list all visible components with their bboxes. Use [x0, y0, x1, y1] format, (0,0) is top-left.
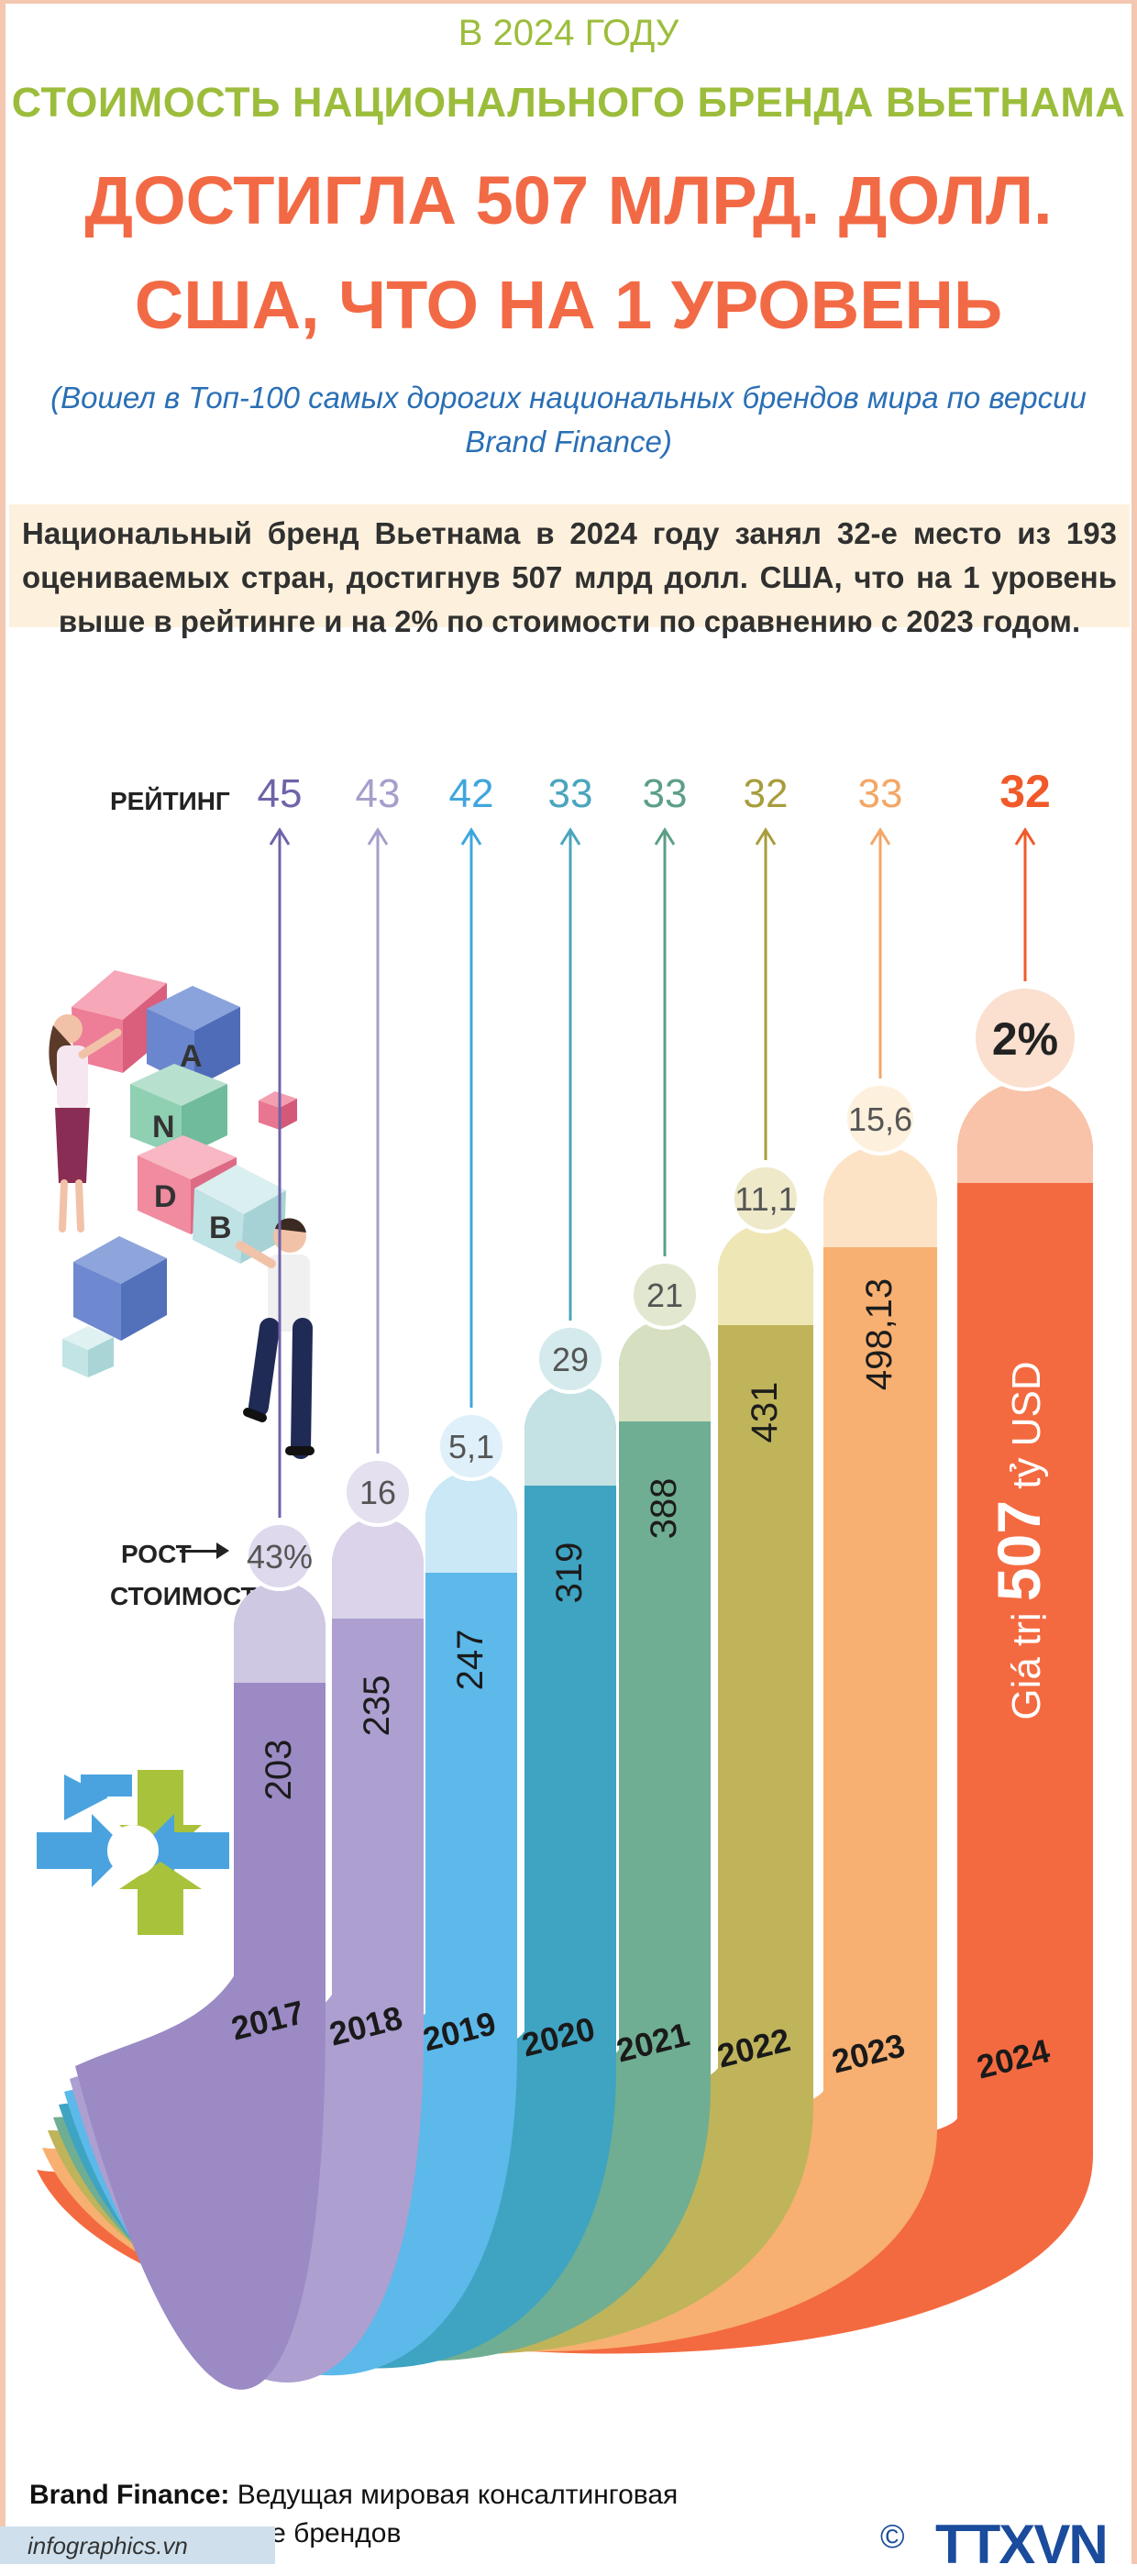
growth-bubble-2020 [535, 1324, 605, 1394]
left-frame [0, 0, 6, 2564]
value-label-2024: Giá trị 507 tỷ USD [985, 1361, 1053, 1719]
bars-group: 2%32202415,633202311,1322022213320212933… [37, 766, 1093, 2390]
growth-value-2022: 11,1 [734, 1180, 796, 1218]
rating-label: РЕЙТИНГ [110, 787, 230, 815]
value-label-2017: 203 [259, 1740, 299, 1801]
bar-2017 [75, 1582, 326, 2390]
title-line-2: ДОСТИГЛА 507 МЛРД. ДОЛЛ. [84, 162, 1053, 238]
value-prefix-2024: Giá trị [1004, 1601, 1049, 1720]
rating-arrowhead-2020 [559, 827, 581, 846]
brand-cubes-illustration: A N D B [49, 970, 315, 1459]
value-label-2018: 235 [357, 1675, 397, 1737]
bar-cap-2022 [718, 1224, 813, 1325]
cube-letter-b: B [209, 1211, 232, 1245]
title-line-1: СТОИМОСТЬ НАЦИОНАЛЬНОГО БРЕНДА ВЬЕТНАМА [11, 79, 1126, 126]
lead-box: Национальный бренд Вьетнама в 2024 году … [9, 504, 1130, 638]
growth-value-2018: 16 [359, 1474, 396, 1511]
growth-value-2020: 29 [552, 1341, 589, 1378]
value-label-2023: 498,13 [859, 1278, 900, 1390]
growth-bubble-2019 [436, 1411, 506, 1481]
growth-bubble-2021 [630, 1260, 700, 1330]
rating-arrowhead-2018 [367, 827, 389, 846]
lead-text: Национальный бренд Вьетнама в 2024 году … [22, 516, 1117, 638]
cube-letter-n: N [152, 1110, 175, 1144]
growth-arrow-icon [180, 1542, 229, 1559]
bar-cap-2019 [425, 1472, 517, 1573]
rating-value-2018: 43 [356, 771, 401, 816]
bar-cap-2020 [524, 1385, 616, 1486]
right-frame [1131, 0, 1137, 2564]
rating-arrowhead-2021 [654, 827, 676, 846]
rating-arrowhead-2024 [1014, 827, 1036, 846]
growth-bubble-2023 [844, 1082, 917, 1155]
value-number-2024: 507 [985, 1500, 1053, 1601]
value-label-2022: 431 [745, 1382, 785, 1443]
growth-bubble-2018 [343, 1457, 413, 1527]
value-label-2021: 388 [644, 1478, 684, 1540]
value-label-2019: 247 [450, 1630, 491, 1691]
value-label-2020: 319 [549, 1542, 590, 1604]
bar-cap-2021 [619, 1321, 711, 1421]
title-year: В 2024 ГОДУ [458, 13, 679, 53]
growth-value-2024: 2% [992, 1013, 1058, 1065]
rating-value-2019: 42 [449, 771, 494, 816]
rating-arrowhead-2017 [269, 827, 291, 846]
value-suffix-2024: tỷ USD [1004, 1361, 1049, 1500]
ttxvn-logo: TTXVN [935, 2514, 1109, 2575]
growth-value-2021: 21 [646, 1277, 683, 1314]
top-frame [0, 0, 1137, 4]
growth-label-line1: РОСТ [121, 1540, 192, 1568]
rating-arrowhead-2019 [460, 827, 482, 846]
rating-value-2020: 33 [548, 771, 593, 816]
bar-cap-2017 [234, 1582, 326, 1683]
brand-value-chart: A N D B [37, 766, 1093, 2390]
growth-value-2023: 15,6 [848, 1100, 912, 1138]
growth-bubble-2017 [245, 1521, 315, 1591]
growth-bubble-2022 [731, 1164, 800, 1233]
bar-cap-2024 [957, 1082, 1093, 1183]
bar-cap-2018 [332, 1518, 424, 1619]
subtitle: (Вошел в Топ-100 самых дорогих националь… [50, 381, 1087, 459]
bar-cap-2023 [823, 1146, 937, 1247]
copyright-mark: © [880, 2517, 905, 2555]
title-line-3: США, ЧТО НА 1 УРОВЕНЬ [134, 267, 1003, 343]
source-name: Brand Finance: [29, 2480, 230, 2510]
rating-value-2023: 33 [858, 771, 903, 816]
source-note: Brand Finance: Ведущая мировая консалтин… [29, 2476, 763, 2553]
rating-value-2022: 32 [744, 771, 789, 816]
cube-letter-d: D [154, 1179, 177, 1214]
rating-value-2021: 33 [643, 771, 688, 816]
rating-arrowhead-2023 [869, 827, 891, 846]
site-footer: infographics.vn [0, 2526, 275, 2564]
rating-value-2017: 45 [258, 771, 303, 816]
growth-value-2019: 5,1 [448, 1428, 494, 1465]
arrows-logo-icon [37, 1770, 229, 1935]
growth-bubble-2024 [972, 985, 1078, 1091]
site-url: infographics.vn [28, 2532, 188, 2559]
rating-value-2024: 32 [999, 766, 1051, 817]
rating-arrowhead-2022 [755, 827, 777, 846]
growth-value-2017: 43% [247, 1538, 313, 1575]
